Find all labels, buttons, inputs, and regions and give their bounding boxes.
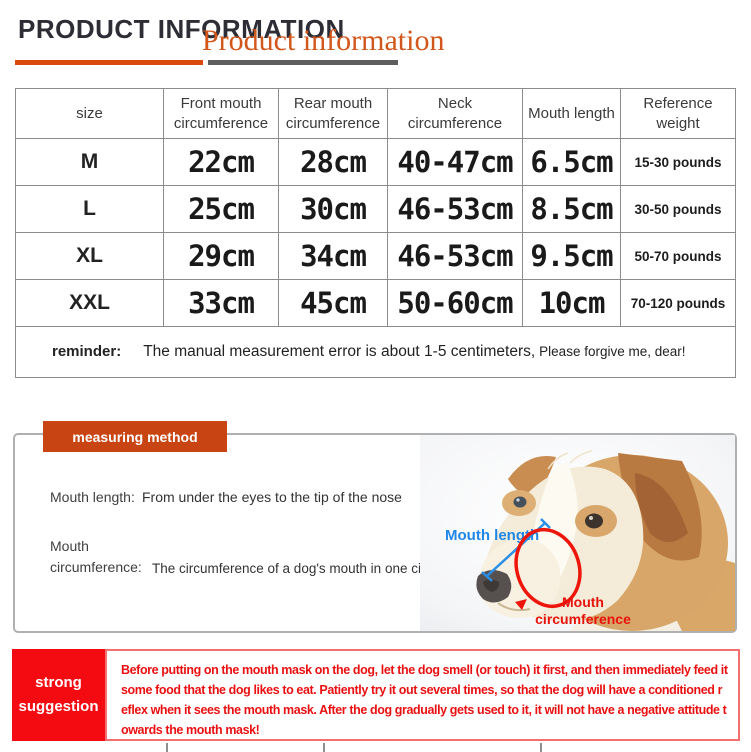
reminder-row: reminder: The manual measurement error is… — [15, 326, 736, 378]
page-title-accent: Product information — [202, 24, 445, 57]
mouth-circumference-label-line2: circumference: — [50, 559, 142, 575]
cell-size: XL — [15, 232, 164, 280]
table-row-m: M 22cm 28cm 40-47cm 6.5cm 15-30 pounds — [15, 138, 736, 186]
cell-front: 33cm — [163, 279, 279, 327]
cell-size: XXL — [15, 279, 164, 327]
cell-neck: 46-53cm — [387, 185, 523, 233]
cell-mouth-length: 8.5cm — [522, 185, 621, 233]
cell-rear: 45cm — [278, 279, 388, 327]
strong-suggestion-box: Before putting on the mouth mask on the … — [105, 649, 740, 741]
mouth-circumference-annotation-line2: circumference — [535, 611, 631, 627]
reminder-text: The manual measurement error is about 1-… — [143, 343, 536, 360]
title-underline-gray — [208, 60, 398, 65]
measuring-method-label: measuring method — [43, 421, 227, 452]
dog-photo: Mouth length Mouth circumference — [420, 435, 735, 631]
strong-suggestion-label-line1: strong — [35, 674, 82, 691]
col-header-size: size — [15, 88, 164, 139]
cell-mouth-length: 10cm — [522, 279, 621, 327]
cell-size: M — [15, 138, 164, 186]
reminder-cell: reminder: The manual measurement error is… — [15, 326, 736, 378]
col-header-front-mouth: Front mouth circumference — [163, 88, 279, 139]
cell-weight: 30-50 pounds — [620, 185, 736, 233]
mouth-length-label: Mouth length: — [50, 489, 135, 505]
strong-suggestion-label-line2: suggestion — [18, 698, 99, 715]
dog-illustration: Mouth length Mouth circumference — [420, 435, 735, 631]
cell-weight: 70-120 pounds — [620, 279, 736, 327]
reminder-label: reminder: — [52, 343, 122, 360]
cell-rear: 30cm — [278, 185, 388, 233]
cell-front: 25cm — [163, 185, 279, 233]
cell-rear: 34cm — [278, 232, 388, 280]
measurement-annotations: Mouth length Mouth circumference — [445, 518, 631, 627]
cell-neck: 46-53cm — [387, 232, 523, 280]
cell-size: L — [15, 185, 164, 233]
size-table-header-row: size Front mouth circumference Rear mout… — [15, 88, 736, 139]
reminder-note: Please forgive me, dear! — [539, 344, 686, 359]
mouth-circumference-label-line1: Mouth — [50, 538, 89, 554]
cell-mouth-length: 6.5cm — [522, 138, 621, 186]
col-header-neck: Neck circumference — [387, 88, 523, 139]
circle-arrowhead — [515, 599, 527, 610]
cell-neck: 40-47cm — [387, 138, 523, 186]
next-table-column-line — [323, 743, 325, 752]
mouth-length-annotation: Mouth length — [445, 527, 539, 544]
size-table: size Front mouth circumference Rear mout… — [15, 88, 736, 378]
cell-weight: 50-70 pounds — [620, 232, 736, 280]
strong-suggestion-label: strong suggestion — [12, 649, 105, 741]
next-table-column-line — [540, 743, 542, 752]
col-header-rear-mouth: Rear mouth circumference — [278, 88, 388, 139]
col-header-weight: Reference weight — [620, 88, 736, 139]
cell-neck: 50-60cm — [387, 279, 523, 327]
title-underline-orange — [15, 60, 203, 65]
mouth-length-description: From under the eyes to the tip of the no… — [142, 489, 402, 505]
table-row-l: L 25cm 30cm 46-53cm 8.5cm 30-50 pounds — [15, 185, 736, 233]
next-table-column-line — [166, 743, 168, 752]
cell-front: 29cm — [163, 232, 279, 280]
cell-mouth-length: 9.5cm — [522, 232, 621, 280]
mouth-circumference-annotation-line1: Mouth — [562, 594, 604, 610]
cell-weight: 15-30 pounds — [620, 138, 736, 186]
cell-rear: 28cm — [278, 138, 388, 186]
table-row-xxl: XXL 33cm 45cm 50-60cm 10cm 70-120 pounds — [15, 279, 736, 327]
table-row-xl: XL 29cm 34cm 46-53cm 9.5cm 50-70 pounds — [15, 232, 736, 280]
mouth-circumference-circle — [514, 527, 582, 609]
col-header-mouth-length: Mouth length — [522, 88, 621, 139]
cell-front: 22cm — [163, 138, 279, 186]
strong-suggestion-text: Before putting on the mouth mask on the … — [121, 663, 728, 737]
mouth-circumference-description: The circumference of a dog's mouth in on… — [152, 561, 443, 576]
page-title: PRODUCT INFORMATION — [18, 14, 345, 44]
